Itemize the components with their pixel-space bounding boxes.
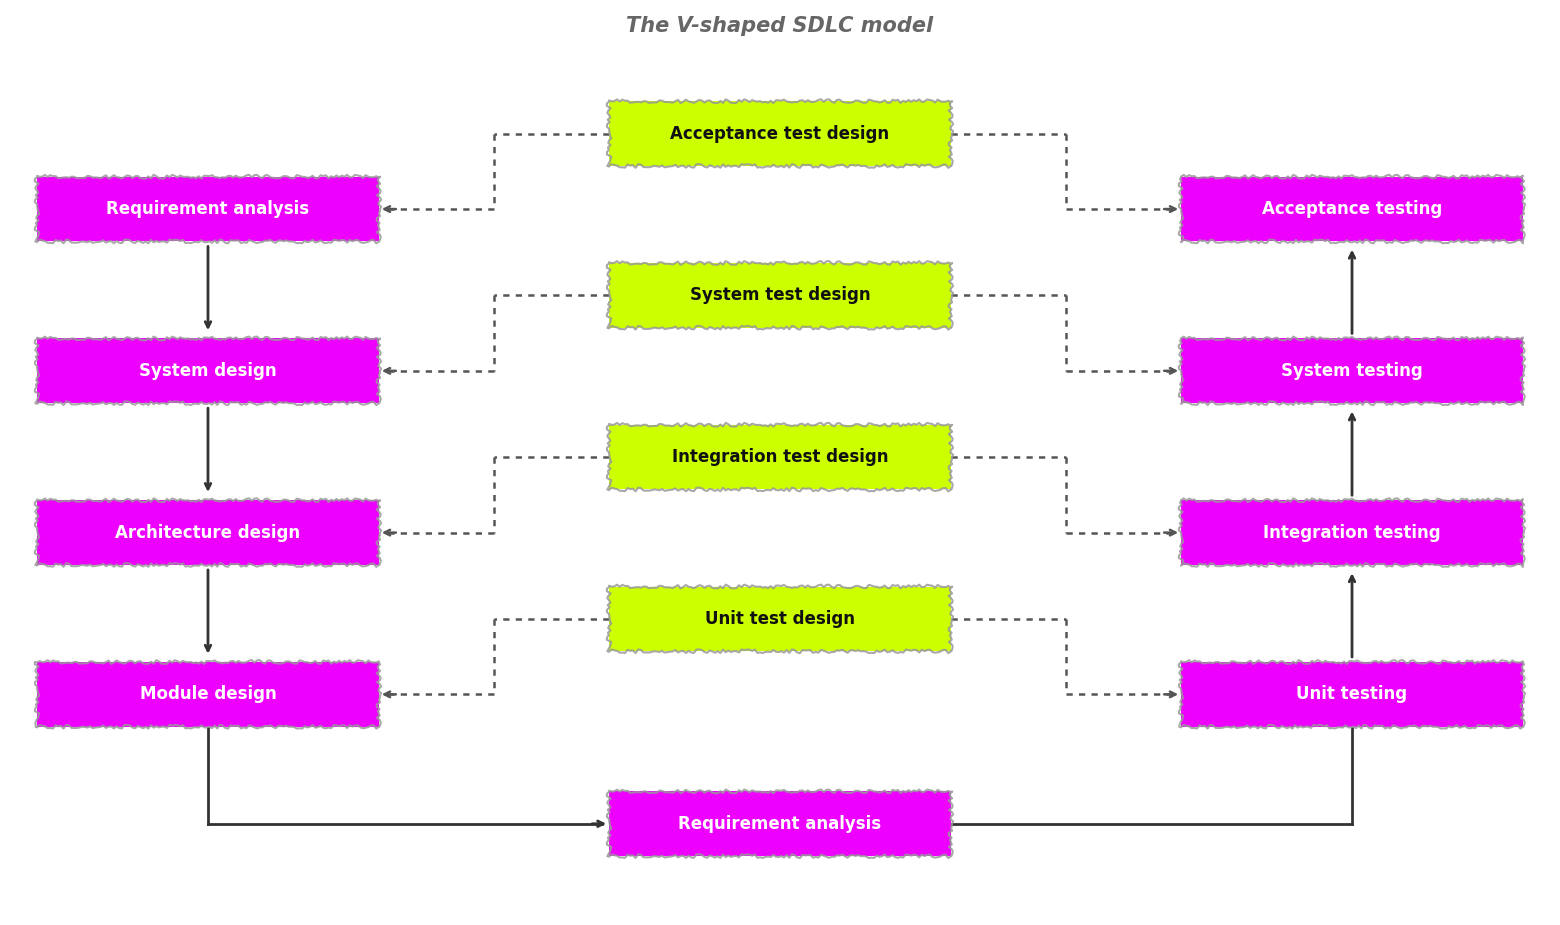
FancyBboxPatch shape <box>608 792 952 857</box>
Text: Integration test design: Integration test design <box>672 448 888 466</box>
FancyBboxPatch shape <box>608 586 952 651</box>
Text: Unit testing: Unit testing <box>1296 685 1407 703</box>
Text: System test design: System test design <box>690 287 870 304</box>
Text: System testing: System testing <box>1281 362 1423 380</box>
Text: Acceptance testing: Acceptance testing <box>1262 200 1441 218</box>
FancyBboxPatch shape <box>1181 662 1523 727</box>
FancyBboxPatch shape <box>608 263 952 327</box>
Text: The V-shaped SDLC model: The V-shaped SDLC model <box>627 16 933 36</box>
Text: Acceptance test design: Acceptance test design <box>671 125 889 142</box>
FancyBboxPatch shape <box>37 177 379 241</box>
FancyBboxPatch shape <box>37 662 379 727</box>
Text: Requirement analysis: Requirement analysis <box>679 815 881 832</box>
Text: Module design: Module design <box>139 685 276 703</box>
FancyBboxPatch shape <box>1181 339 1523 403</box>
Text: Unit test design: Unit test design <box>705 610 855 628</box>
Text: Integration testing: Integration testing <box>1264 524 1441 542</box>
FancyBboxPatch shape <box>1181 500 1523 565</box>
FancyBboxPatch shape <box>608 101 952 166</box>
FancyBboxPatch shape <box>37 339 379 403</box>
FancyBboxPatch shape <box>37 500 379 565</box>
Text: Architecture design: Architecture design <box>115 524 301 542</box>
FancyBboxPatch shape <box>608 425 952 489</box>
Text: System design: System design <box>139 362 276 380</box>
FancyBboxPatch shape <box>1181 177 1523 241</box>
Text: Requirement analysis: Requirement analysis <box>106 200 309 218</box>
